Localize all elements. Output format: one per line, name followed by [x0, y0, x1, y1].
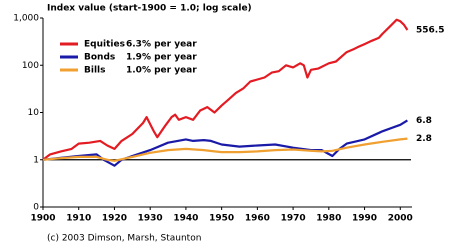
legend-label: Equities [84, 40, 125, 50]
x-tick-label: 1930 [138, 214, 163, 224]
x-tick-label: 1940 [173, 214, 198, 224]
legend-label: Bills [84, 66, 105, 76]
legend-rate: 1.0% per year [126, 66, 197, 76]
x-tick-label: 1990 [352, 214, 377, 224]
legend-label: Bonds [84, 53, 115, 63]
y-tick-label: 0 [33, 203, 39, 213]
series-line [42, 137, 408, 162]
x-tick-label: 1980 [316, 214, 341, 224]
legend-rate: 6.3% per year [126, 40, 197, 50]
y-tick-label: 1,000 [13, 14, 39, 24]
y-tick-label: 1 [33, 155, 39, 165]
footer: (c) 2003 Dimson, Marsh, Staunton [47, 234, 201, 244]
x-tick-label: 2000 [388, 214, 413, 224]
x-tick-label: 1970 [281, 214, 306, 224]
series-line [42, 18, 409, 161]
end-value-label: 2.8 [416, 134, 432, 144]
x-tick-label: 1900 [30, 214, 55, 224]
end-value-label: 556.5 [416, 26, 444, 36]
x-tick-label: 1910 [66, 214, 91, 224]
y-tick-label: 10 [28, 108, 40, 118]
x-tick-label: 1950 [209, 214, 234, 224]
end-value-label: 6.8 [416, 116, 432, 126]
x-tick-label: 1960 [245, 214, 270, 224]
legend-rate: 1.9% per year [126, 53, 197, 63]
series-line [42, 119, 408, 167]
x-tick-label: 1920 [102, 214, 127, 224]
y-tick-label: 100 [22, 61, 39, 71]
chart-title: Index value (start-1900 = 1.0; log scale… [47, 4, 252, 14]
